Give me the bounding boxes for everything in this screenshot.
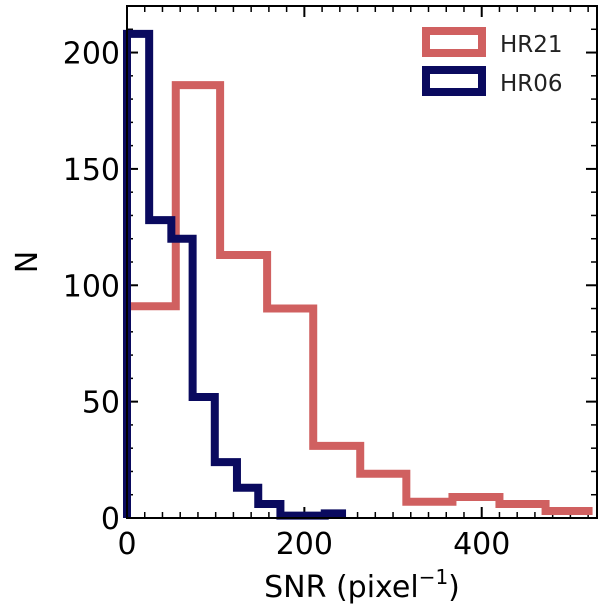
legend-label-hr06: HR06 — [500, 71, 563, 97]
y-tick-label: 150 — [63, 153, 120, 188]
legend-swatch-hr06 — [422, 66, 486, 96]
y-tick-label: 200 — [63, 37, 120, 72]
x-tick-label: 400 — [453, 527, 510, 562]
y-axis-label: N — [10, 251, 45, 273]
series-hr06-histogram — [123, 29, 347, 520]
legend-label-hr21: HR21 — [500, 32, 563, 58]
y-tick-label: 50 — [82, 386, 120, 421]
tick-labels: 0 200 400 0 50 100 150 200 — [63, 37, 511, 562]
y-tick-label: 0 — [101, 502, 120, 537]
legend: HR21 HR06 — [422, 27, 563, 97]
series-layer — [123, 29, 593, 520]
y-tick-label: 100 — [63, 269, 120, 304]
x-axis-label: SNR (pixel−1) — [264, 565, 460, 605]
plot-frame — [126, 5, 598, 519]
legend-swatch-hr21 — [422, 27, 486, 57]
x-tick-label: 0 — [117, 527, 136, 562]
x-tick-label: 200 — [276, 527, 333, 562]
series-hr21-histogram — [123, 81, 593, 518]
